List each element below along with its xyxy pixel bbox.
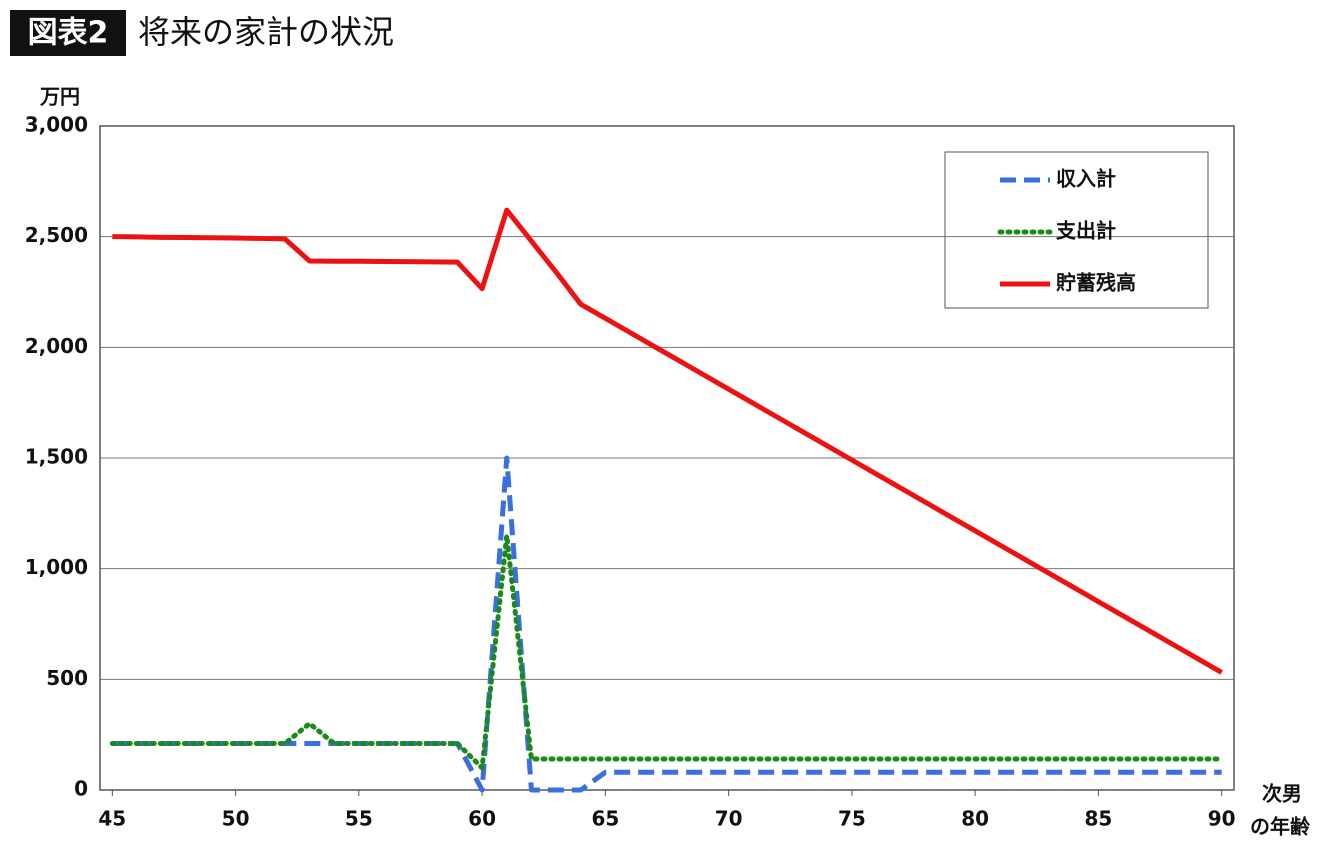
y-tick-label: 500 — [46, 666, 88, 690]
y-tick-label: 2,000 — [25, 334, 88, 358]
badge-box — [10, 10, 126, 56]
x-tick-label: 70 — [715, 807, 743, 831]
legend-box — [944, 151, 1209, 309]
x-tick-label: 60 — [468, 807, 496, 831]
y-tick-label: 3,000 — [25, 113, 88, 137]
y-tick-label: 2,500 — [25, 223, 88, 247]
x-tick-label: 65 — [591, 807, 619, 831]
x-tick-label: 80 — [961, 807, 989, 831]
y-unit: 万円 — [39, 85, 80, 109]
x-tick-label: 55 — [345, 807, 373, 831]
chart-title: 将来の家計の状況 — [138, 13, 394, 51]
y-tick-label: 0 — [74, 777, 88, 801]
x-tick-label: 45 — [98, 807, 126, 831]
y-tick-label: 1,000 — [25, 555, 88, 579]
x-tick-label: 75 — [838, 807, 866, 831]
plot-frame — [99, 125, 1235, 791]
legend-label: 収入計 — [1056, 167, 1116, 191]
x-label: の年齢 — [1250, 815, 1311, 839]
x-tick-label: 50 — [222, 807, 250, 831]
x-tick-label: 85 — [1084, 807, 1112, 831]
x-label: 次男 — [1262, 782, 1302, 806]
legend-label: 貯蓄残高 — [1056, 271, 1136, 295]
legend-label: 支出計 — [1056, 219, 1116, 243]
series-line — [112, 455, 1222, 793]
badge: 図表2 — [28, 16, 109, 51]
y-tick-label: 1,500 — [25, 445, 88, 469]
series-line — [109, 532, 1225, 771]
x-tick-label: 90 — [1208, 807, 1236, 831]
series-line — [112, 207, 1223, 675]
